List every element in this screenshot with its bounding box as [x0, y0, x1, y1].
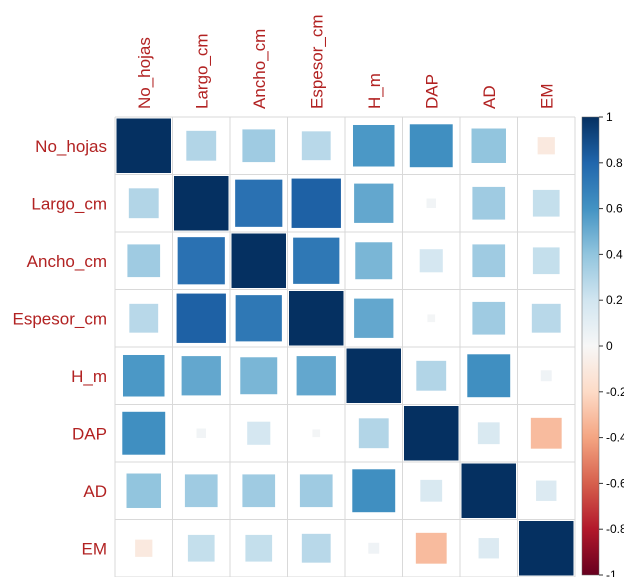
heatmap-cell-Ancho_cm-Ancho_cm — [231, 233, 286, 288]
heatmap-cell-H_m-EM — [540, 370, 552, 382]
column-label-EM: EM — [537, 84, 556, 110]
heatmap-cell-Espesor_cm-Ancho_cm — [235, 295, 282, 342]
heatmap-cell-Espesor_cm-Largo_cm — [176, 293, 226, 343]
heatmap-cell-EM-AD — [478, 538, 499, 559]
heatmap-cell-No_hojas-DAP — [409, 124, 453, 168]
colorbar-tick-label: 0.2 — [606, 293, 623, 307]
heatmap-cell-AD-DAP — [420, 479, 443, 502]
heatmap-cell-AD-AD — [461, 463, 516, 518]
heatmap-cell-Espesor_cm-No_hojas — [129, 303, 159, 333]
row-label-Largo_cm: Largo_cm — [31, 194, 107, 213]
heatmap-cell-Largo_cm-AD — [472, 186, 506, 220]
heatmap-cell-EM-DAP — [415, 532, 447, 564]
heatmap-cell-H_m-Ancho_cm — [240, 357, 278, 395]
heatmap-cell-Espesor_cm-Espesor_cm — [289, 291, 344, 346]
heatmap-cell-DAP-EM — [530, 417, 562, 449]
heatmap-cell-DAP-AD — [477, 422, 500, 445]
column-label-Largo_cm: Largo_cm — [192, 33, 211, 109]
column-labels: No_hojas Largo_cm Ancho_cm Espesor_cm H_m DAP… — [135, 15, 557, 109]
heatmap-cell-H_m-No_hojas — [122, 354, 165, 397]
colorbar-ticks: 1 0.8 0.6 0.4 0.2 0 -0.2 -0.4 -0.6 -0.8 -1 — [599, 110, 624, 577]
colorbar-tick-label: -0.6 — [606, 476, 624, 490]
heatmap-cell-Espesor_cm-AD — [472, 301, 506, 335]
column-label-Espesor_cm: Espesor_cm — [307, 15, 326, 109]
colorbar-tick-label: -0.8 — [606, 522, 624, 536]
heatmap-cell-AD-EM — [536, 480, 557, 501]
row-label-Ancho_cm: Ancho_cm — [27, 252, 107, 271]
heatmap-cell-EM-H_m — [368, 542, 380, 554]
colorbar-tick-label: 1 — [606, 110, 613, 124]
heatmap-cell-Espesor_cm-DAP — [427, 314, 436, 323]
heatmap-cell-EM-No_hojas — [135, 539, 153, 557]
heatmap-cell-EM-Largo_cm — [187, 534, 215, 562]
heatmap-cell-AD-Espesor_cm — [299, 474, 333, 508]
heatmap-cell-AD-No_hojas — [126, 473, 161, 508]
heatmap-cell-Largo_cm-Espesor_cm — [291, 178, 341, 228]
heatmap-cell-H_m-Largo_cm — [181, 356, 221, 396]
heatmap-cell-H_m-H_m — [346, 348, 401, 403]
row-label-No_hojas: No_hojas — [35, 137, 107, 156]
colorbar-tick-label: -0.2 — [606, 385, 624, 399]
heatmap-cell-No_hojas-Espesor_cm — [301, 131, 331, 161]
heatmap-cell-EM-EM — [519, 521, 574, 576]
heatmap-cell-No_hojas-EM — [537, 137, 555, 155]
colorbar-tick-label: -1 — [606, 568, 617, 577]
heatmap-cell-No_hojas-Ancho_cm — [242, 129, 276, 163]
column-label-H_m: H_m — [365, 73, 384, 109]
heatmap-cell-Ancho_cm-AD — [472, 244, 506, 278]
heatmap-cell-Ancho_cm-H_m — [355, 242, 393, 280]
heatmap-cell-Espesor_cm-H_m — [354, 298, 394, 338]
heatmap-cell-Ancho_cm-DAP — [419, 249, 443, 273]
heatmap-cell-AD-Largo_cm — [184, 474, 218, 508]
heatmap-cell-Ancho_cm-Largo_cm — [177, 237, 225, 285]
colorbar-tick-label: 0.8 — [606, 156, 623, 170]
row-label-H_m: H_m — [71, 367, 107, 386]
heatmap-cell-DAP-H_m — [358, 418, 389, 449]
heatmap-cell-Ancho_cm-No_hojas — [127, 244, 161, 278]
heatmap-cell-AD-Ancho_cm — [242, 474, 276, 508]
heatmap-cell-EM-Espesor_cm — [301, 533, 331, 563]
grid-lines — [114, 116, 576, 577]
row-label-AD: AD — [83, 482, 107, 501]
heatmap-cell-Ancho_cm-EM — [532, 247, 560, 275]
column-label-DAP: DAP — [422, 74, 441, 109]
row-label-EM: EM — [82, 539, 108, 558]
column-label-No_hojas: No_hojas — [135, 37, 154, 109]
colorbar — [581, 116, 600, 576]
colorbar-tick-label: 0.4 — [606, 247, 623, 261]
heatmap-cell-DAP-Espesor_cm — [312, 429, 321, 438]
colorbar-tick-label: -0.4 — [606, 431, 624, 445]
heatmap-cell-DAP-Ancho_cm — [247, 421, 271, 445]
row-label-Espesor_cm: Espesor_cm — [13, 309, 107, 328]
heatmap-cell-No_hojas-H_m — [352, 124, 395, 167]
row-label-DAP: DAP — [72, 424, 107, 443]
heatmap-cell-AD-H_m — [352, 469, 396, 513]
heatmap-cell-DAP-No_hojas — [122, 411, 166, 455]
heatmap-cell-Largo_cm-EM — [532, 189, 560, 217]
heatmap-cell-Largo_cm-H_m — [354, 183, 394, 223]
heatmap-cell-Largo_cm-No_hojas — [128, 188, 159, 219]
heatmap-cell-No_hojas-AD — [471, 128, 506, 163]
colorbar-tick-label: 0.6 — [606, 202, 623, 216]
colorbar-tick-label: 0 — [606, 339, 613, 353]
heatmap-cell-H_m-AD — [467, 354, 511, 398]
heatmap-cell-H_m-DAP — [416, 360, 447, 391]
heatmap-cell-Ancho_cm-Espesor_cm — [293, 237, 340, 284]
heatmap-cell-Espesor_cm-EM — [531, 303, 561, 333]
heatmap-cell-Largo_cm-Ancho_cm — [235, 179, 283, 227]
heatmap-cell-No_hojas-Largo_cm — [186, 130, 217, 161]
heatmap-cell-DAP-Largo_cm — [196, 428, 206, 438]
heatmap-cell-Largo_cm-Largo_cm — [174, 176, 229, 231]
heatmap-cell-EM-Ancho_cm — [245, 534, 273, 562]
row-labels: No_hojas Largo_cm Ancho_cm Espesor_cm H_m DAP… — [13, 137, 107, 559]
column-label-Ancho_cm: Ancho_cm — [250, 29, 269, 109]
heatmap-cell-H_m-Espesor_cm — [296, 356, 336, 396]
heatmap-cells — [116, 118, 574, 576]
heatmap-cell-Largo_cm-DAP — [426, 198, 436, 208]
heatmap-cell-No_hojas-No_hojas — [116, 118, 171, 173]
column-label-AD: AD — [480, 85, 499, 109]
heatmap-cell-DAP-DAP — [404, 406, 459, 461]
